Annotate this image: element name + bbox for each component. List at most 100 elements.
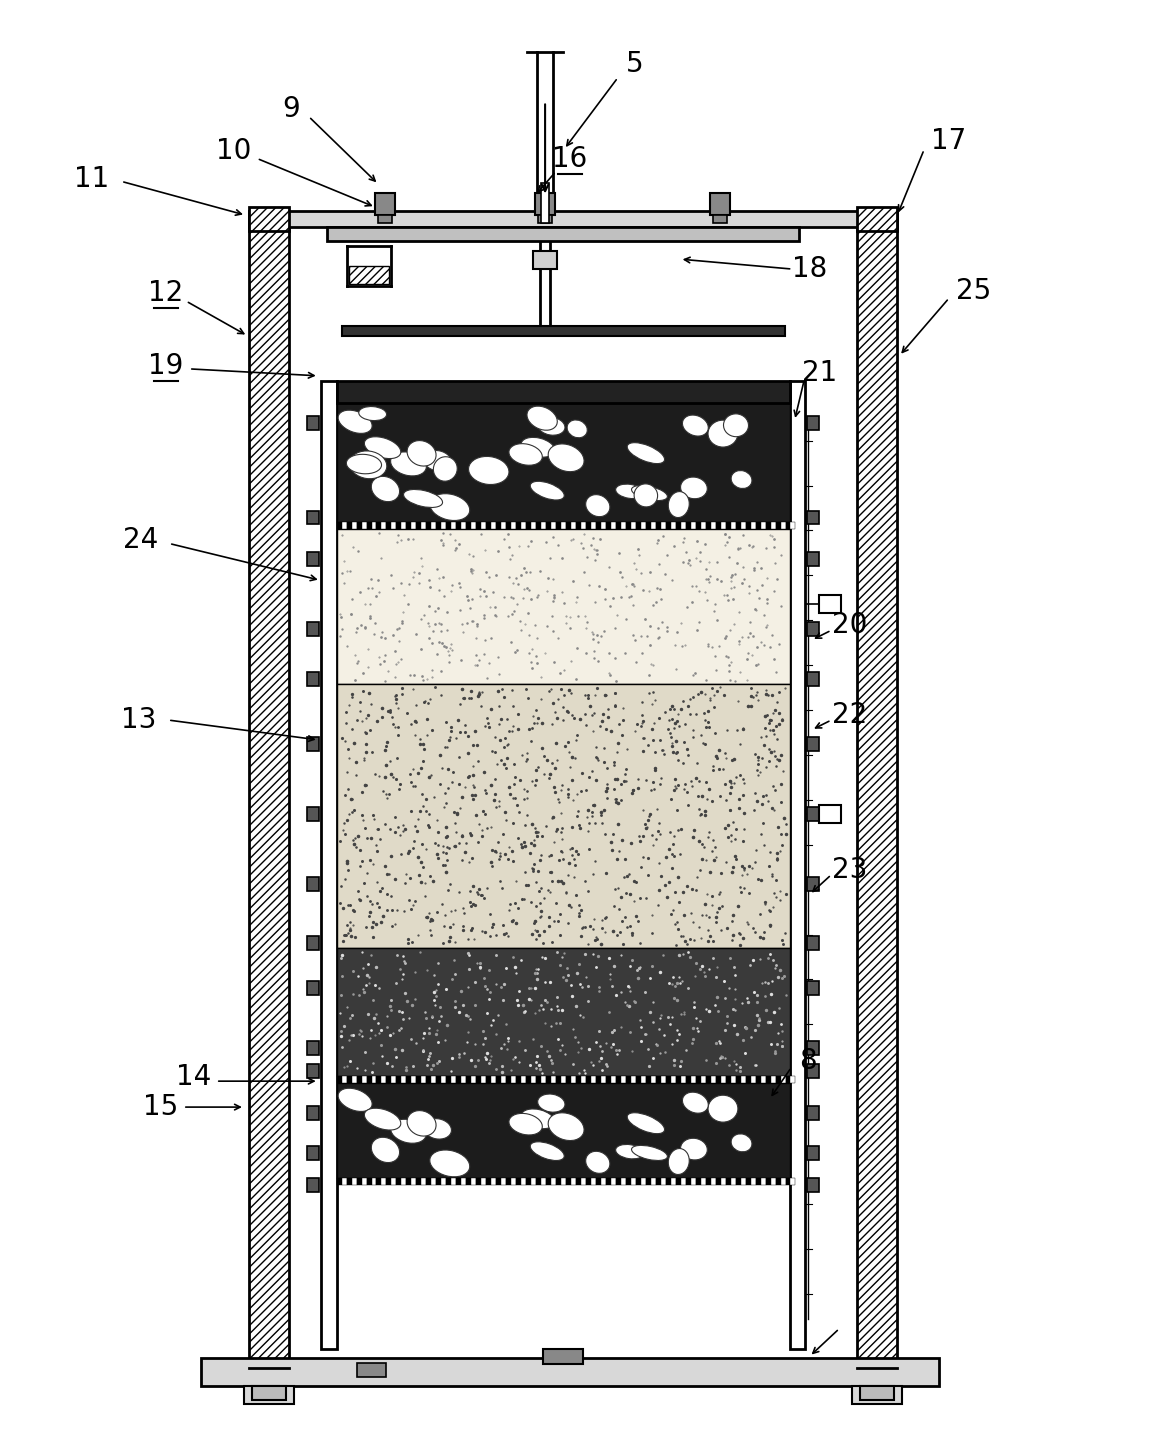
Bar [456, 1077, 462, 1083]
Bar [630, 522, 636, 530]
Bar [357, 522, 362, 530]
Bar [661, 1179, 665, 1184]
Bar [351, 522, 357, 530]
Bar [536, 1179, 541, 1184]
Bar [857, 211, 897, 1369]
Bar [392, 1077, 397, 1083]
Bar [547, 522, 551, 530]
Bar [397, 1179, 401, 1184]
Bar [566, 522, 571, 530]
Ellipse shape [586, 1151, 609, 1173]
Bar [736, 522, 741, 530]
Bar [347, 522, 351, 530]
Bar [656, 522, 661, 530]
Bar [481, 1077, 486, 1083]
Bar [750, 522, 756, 530]
Bar [807, 738, 820, 751]
Bar [686, 1077, 691, 1083]
Bar [626, 1077, 630, 1083]
Bar [606, 1179, 611, 1184]
Ellipse shape [404, 489, 443, 508]
Bar [462, 1077, 466, 1083]
Bar [336, 1083, 790, 1179]
Ellipse shape [530, 1142, 564, 1161]
Bar [416, 522, 421, 530]
Bar [421, 1179, 427, 1184]
Bar [533, 252, 557, 269]
Bar [661, 522, 665, 530]
Text: 5: 5 [626, 49, 643, 77]
Bar [307, 553, 319, 566]
Bar [611, 1077, 616, 1083]
Ellipse shape [371, 1138, 400, 1163]
Bar [745, 1179, 750, 1184]
Bar [576, 1077, 582, 1083]
Ellipse shape [548, 1113, 584, 1141]
Ellipse shape [430, 493, 470, 521]
Bar [695, 1179, 701, 1184]
Ellipse shape [634, 485, 657, 506]
Bar [477, 1179, 481, 1184]
Bar [538, 215, 552, 223]
Bar [327, 227, 799, 242]
Bar [307, 623, 319, 636]
Text: 22: 22 [832, 701, 866, 729]
Ellipse shape [469, 457, 509, 485]
Text: 20: 20 [832, 611, 868, 639]
Bar [665, 522, 671, 530]
Bar [736, 1179, 741, 1184]
Bar [516, 1179, 521, 1184]
Ellipse shape [669, 1148, 690, 1174]
Bar [785, 1179, 791, 1184]
Ellipse shape [423, 451, 451, 471]
Ellipse shape [364, 1109, 401, 1131]
Bar [630, 1179, 636, 1184]
Bar [307, 672, 319, 687]
Bar [621, 1179, 626, 1184]
Bar [680, 1179, 686, 1184]
Ellipse shape [537, 1094, 565, 1112]
Bar [807, 981, 820, 995]
Bar [785, 522, 791, 530]
Bar [861, 1387, 894, 1400]
Bar [706, 1077, 711, 1083]
Bar [741, 1179, 745, 1184]
Bar [342, 1077, 347, 1083]
Bar [551, 1179, 556, 1184]
Bar [807, 1179, 820, 1192]
Bar [441, 522, 447, 530]
Bar [745, 1077, 750, 1083]
Bar [466, 1077, 471, 1083]
Bar [307, 511, 319, 524]
Bar [336, 1077, 342, 1083]
Bar [477, 522, 481, 530]
Bar [641, 1077, 645, 1083]
Ellipse shape [548, 444, 584, 471]
Bar [680, 1077, 686, 1083]
Ellipse shape [338, 1088, 372, 1112]
Ellipse shape [669, 492, 690, 518]
Ellipse shape [527, 406, 557, 431]
Bar [807, 1042, 820, 1055]
Ellipse shape [562, 453, 584, 470]
Ellipse shape [632, 486, 668, 501]
Bar [595, 1077, 601, 1083]
Bar [249, 211, 897, 227]
Bar [501, 522, 506, 530]
Bar [645, 1077, 651, 1083]
Text: 13: 13 [121, 706, 157, 733]
Bar [447, 1179, 451, 1184]
Ellipse shape [680, 1138, 707, 1160]
Bar [730, 1077, 736, 1083]
Bar [551, 522, 556, 530]
Text: 8: 8 [799, 1048, 816, 1075]
Ellipse shape [708, 1096, 737, 1122]
Bar [249, 207, 288, 231]
Bar [381, 1179, 386, 1184]
Bar [336, 949, 790, 1077]
Bar [556, 1179, 561, 1184]
Bar [630, 1077, 636, 1083]
Bar [780, 522, 785, 530]
Bar [771, 1077, 776, 1083]
Text: 12: 12 [149, 279, 184, 307]
